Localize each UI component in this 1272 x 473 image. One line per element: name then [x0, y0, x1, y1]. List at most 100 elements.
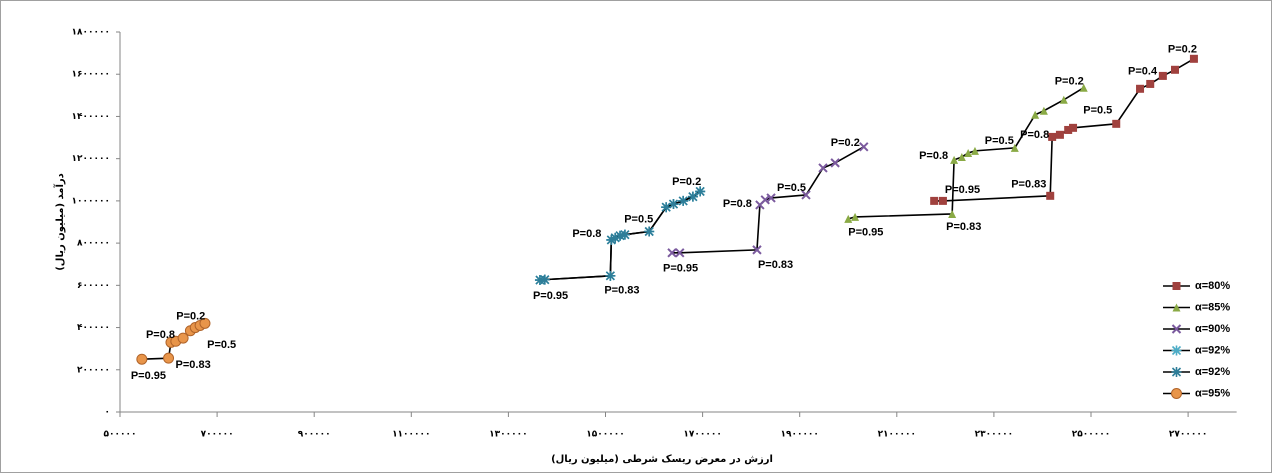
series-line [848, 87, 1085, 220]
data-point [1031, 110, 1040, 119]
point-label: P=0.8 [572, 228, 601, 240]
point-label: P=0.83 [946, 221, 981, 233]
data-point [695, 186, 706, 197]
y-tick-label: ۱۰۰۰۰۰۰ [72, 196, 110, 206]
point-label: P=0.5 [985, 135, 1014, 147]
x-tick-label: ۲۱۰۰۰۰۰ [878, 430, 916, 440]
y-axis-title: درآمد (میلیون ریال) [53, 173, 66, 271]
x-tick-label: ۲۷۰۰۰۰۰ [1169, 430, 1207, 440]
x-tick-label: ۱۹۰۰۰۰۰ [780, 430, 818, 440]
y-tick-label: ۱۲۰۰۰۰۰ [72, 154, 110, 164]
x-tick-label: ۱۱۰۰۰۰۰ [392, 430, 430, 440]
data-point [177, 332, 189, 344]
data-point [1010, 143, 1019, 152]
point-label: P=0.95 [663, 263, 698, 275]
point-label: P=0.83 [1011, 179, 1046, 191]
data-point [1064, 125, 1073, 134]
point-label: P=0.2 [1168, 44, 1197, 56]
y-tick-label: ۱۸۰۰۰۰۰ [72, 28, 110, 38]
data-point [1136, 84, 1145, 93]
data-point [930, 196, 939, 205]
point-label: P=0.8 [919, 150, 948, 162]
point-label: P=0.83 [758, 259, 793, 271]
legend-marker [1171, 367, 1182, 377]
data-point [606, 234, 617, 245]
data-point [619, 229, 630, 240]
y-tick-label: ۱۴۰۰۰۰۰ [72, 112, 110, 122]
point-label: P=0.2 [831, 137, 860, 149]
x-tick-label: ۵۰۰۰۰۰ [104, 430, 137, 440]
data-point [1055, 130, 1064, 139]
data-point [1112, 119, 1121, 128]
legend-marker [1171, 388, 1182, 399]
point-label: P=0.2 [672, 176, 701, 188]
y-tick-label: ۲۰۰۰۰۰ [77, 365, 110, 375]
data-point [644, 226, 655, 237]
data-point [950, 155, 959, 164]
data-point [678, 195, 689, 206]
point-label: P=0.8 [1020, 129, 1049, 141]
point-label: P=0.8 [146, 329, 175, 341]
point-label: P=0.5 [207, 339, 236, 351]
data-point [938, 196, 947, 205]
data-point [1069, 123, 1078, 132]
point-label: P=0.5 [777, 182, 806, 194]
data-point [844, 214, 853, 223]
point-label: P=0.4 [1128, 66, 1158, 78]
y-tick-label: ۰ [105, 408, 111, 418]
data-point [830, 158, 840, 168]
data-point [1046, 191, 1055, 200]
legend-marker [1172, 282, 1181, 290]
data-point [539, 274, 550, 285]
point-label: P=0.5 [624, 213, 653, 225]
data-point [199, 317, 211, 329]
data-point [1048, 132, 1057, 141]
data-point [668, 199, 679, 210]
point-label: P=0.8 [723, 198, 752, 210]
data-point [948, 209, 957, 218]
point-label: P=0.83 [176, 359, 211, 371]
series-line [672, 146, 865, 254]
data-point [661, 202, 672, 213]
data-point [970, 146, 979, 155]
point-label: P=0.5 [1083, 105, 1112, 117]
data-point [667, 248, 677, 258]
data-point [605, 270, 616, 281]
legend-label: α=85% [1195, 301, 1230, 313]
data-point [1146, 79, 1155, 88]
x-tick-label: ۱۷۰۰۰۰۰ [683, 430, 721, 440]
point-label: P=0.95 [533, 290, 568, 302]
point-label: P=0.95 [848, 227, 883, 239]
data-point [818, 163, 828, 173]
y-tick-label: ۴۰۰۰۰۰ [77, 323, 110, 333]
data-point [851, 212, 860, 221]
data-point [1079, 83, 1088, 92]
data-point [136, 353, 148, 365]
y-tick-label: ۸۰۰۰۰۰ [77, 239, 110, 249]
data-point [964, 148, 973, 157]
point-label: P=0.83 [604, 285, 639, 297]
data-point [766, 193, 776, 203]
point-label: P=0.2 [176, 310, 205, 322]
legend-marker [1172, 303, 1181, 312]
x-tick-label: ۱۳۰۰۰۰۰ [489, 430, 527, 440]
legend-label: α=92% [1195, 344, 1230, 356]
x-tick-label: ۱۵۰۰۰۰۰ [586, 430, 624, 440]
data-point [687, 191, 698, 202]
data-point [1158, 71, 1167, 80]
legend-marker [1171, 345, 1182, 356]
data-point [1039, 106, 1048, 115]
legend-label: α=90% [1195, 323, 1230, 335]
legend: α=80% α=85% α=90% α=92% α=92% α=95% [1163, 280, 1230, 399]
data-point [859, 142, 869, 152]
data-point [1189, 54, 1198, 63]
x-tick-label: ۲۵۰۰۰۰۰ [1072, 430, 1110, 440]
legend-label: α=92% [1195, 366, 1230, 378]
legend-marker [1171, 324, 1182, 334]
legend-label: α=80% [1195, 280, 1230, 292]
y-tick-label: ۱۶۰۰۰۰۰ [72, 70, 110, 80]
data-point [1170, 65, 1179, 74]
data-point [610, 232, 621, 243]
